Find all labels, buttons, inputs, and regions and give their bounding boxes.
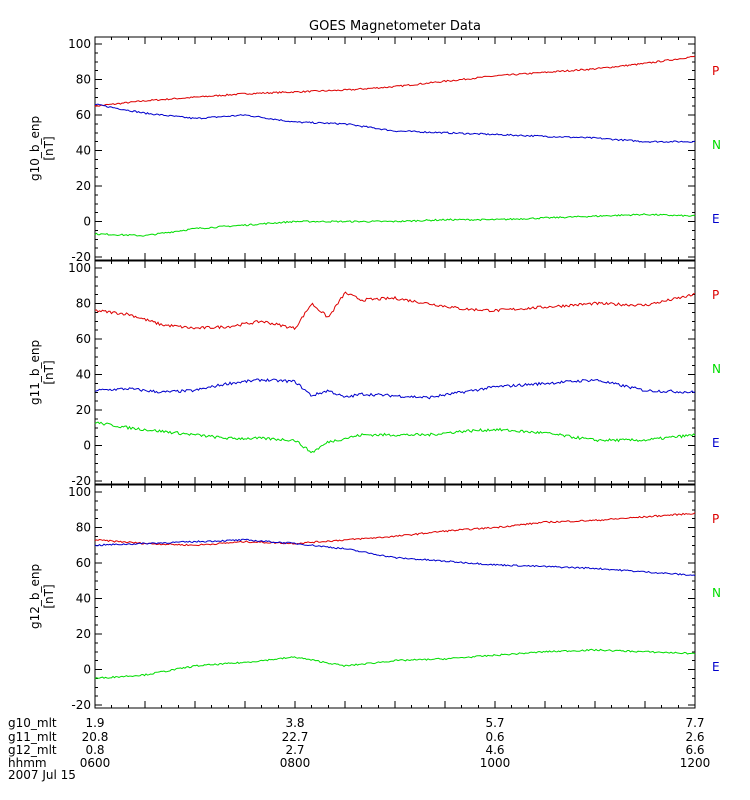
series-line-N bbox=[94, 538, 696, 577]
series-line-E bbox=[94, 648, 696, 680]
footer-value: 22.7 bbox=[282, 730, 309, 744]
y-axis-label: g11_b_enp bbox=[28, 340, 42, 405]
footer-row-label: g11_mlt bbox=[8, 730, 57, 744]
y-axis-label: g10_b_enp bbox=[28, 116, 42, 181]
series-line-P bbox=[94, 291, 696, 331]
panel-frame bbox=[94, 260, 696, 485]
y-tick-label: 20 bbox=[76, 403, 91, 417]
footer-value: 7.7 bbox=[685, 716, 704, 730]
legend-P: P bbox=[712, 288, 719, 302]
y-tick-label: -20 bbox=[71, 250, 91, 264]
y-axis-label: g12_b_enp bbox=[28, 564, 42, 629]
legend-E: E bbox=[712, 436, 720, 450]
panel-g10: 100 80 60 40 20 0 -20 g10_b_enp [nT] P N E bbox=[28, 36, 721, 264]
y-tick-label: 0 bbox=[83, 439, 91, 453]
legend-N: N bbox=[712, 362, 721, 376]
time-axis-footer: g10_mlt 1.9 3.8 5.7 7.7 g11_mlt 20.8 22.7 0.6 2.6… bbox=[8, 716, 710, 770]
legend-N: N bbox=[712, 586, 721, 600]
legend-P: P bbox=[712, 512, 719, 526]
panel-g11: 100 80 60 40 20 0 -20 g11_b_enp [nT] P N E bbox=[28, 260, 721, 488]
y-axis-unit: [nT] bbox=[42, 360, 56, 384]
legend-E: E bbox=[712, 660, 720, 674]
footer-value: 3.8 bbox=[285, 716, 304, 730]
y-axis-unit: [nT] bbox=[42, 584, 56, 608]
y-tick-label: 80 bbox=[76, 73, 91, 87]
series-line-E bbox=[94, 213, 696, 237]
chart-title: GOES Magnetometer Data bbox=[309, 19, 481, 34]
legend-N: N bbox=[712, 138, 721, 152]
y-tick-label: 40 bbox=[76, 592, 91, 606]
footer-value: 20.8 bbox=[82, 730, 109, 744]
series-line-P bbox=[94, 55, 696, 108]
y-tick-label: 100 bbox=[68, 37, 91, 51]
footer-row-label: g10_mlt bbox=[8, 716, 57, 730]
y-tick-label: -20 bbox=[71, 474, 91, 488]
panel-frame bbox=[94, 484, 696, 709]
footer-value: 1.9 bbox=[85, 716, 104, 730]
panel-g12: 100 80 60 40 20 0 -20 g12_b_enp [nT] P N E bbox=[28, 484, 721, 712]
y-tick-label: 60 bbox=[76, 108, 91, 122]
y-axis-unit: [nT] bbox=[42, 136, 56, 160]
footer-value: 5.7 bbox=[485, 716, 504, 730]
y-tick-label: 40 bbox=[76, 368, 91, 382]
y-tick-label: 80 bbox=[76, 521, 91, 535]
y-tick-label: 20 bbox=[76, 627, 91, 641]
footer-value: 0.8 bbox=[85, 743, 104, 757]
footer-value: 0.6 bbox=[485, 730, 504, 744]
series-line-P bbox=[94, 512, 696, 547]
y-tick-label: 20 bbox=[76, 179, 91, 193]
legend-E: E bbox=[712, 212, 720, 226]
series-line-N bbox=[94, 103, 695, 143]
footer-value: 1200 bbox=[680, 756, 711, 770]
series-line-N bbox=[94, 378, 696, 400]
legend-P: P bbox=[712, 64, 719, 78]
y-tick-label: 0 bbox=[83, 215, 91, 229]
y-tick-label: 100 bbox=[68, 485, 91, 499]
y-tick-label: 0 bbox=[83, 663, 91, 677]
date-label: 2007 Jul 15 bbox=[8, 768, 76, 782]
panel-frame bbox=[94, 36, 696, 261]
footer-value: 1000 bbox=[480, 756, 511, 770]
y-tick-label: 60 bbox=[76, 556, 91, 570]
footer-row-label: hhmm bbox=[8, 756, 47, 770]
footer-value: 2.6 bbox=[685, 730, 704, 744]
y-tick-label: 80 bbox=[76, 297, 91, 311]
y-tick-label: 60 bbox=[76, 332, 91, 346]
footer-row-label: g12_mlt bbox=[8, 743, 57, 757]
footer-value: 2.7 bbox=[285, 743, 304, 757]
footer-value: 0800 bbox=[280, 756, 311, 770]
footer-value: 0600 bbox=[80, 756, 111, 770]
y-tick-label: -20 bbox=[71, 698, 91, 712]
footer-value: 6.6 bbox=[685, 743, 704, 757]
y-tick-label: 100 bbox=[68, 261, 91, 275]
y-tick-label: 40 bbox=[76, 144, 91, 158]
series-line-E bbox=[94, 421, 696, 454]
footer-value: 4.6 bbox=[485, 743, 504, 757]
